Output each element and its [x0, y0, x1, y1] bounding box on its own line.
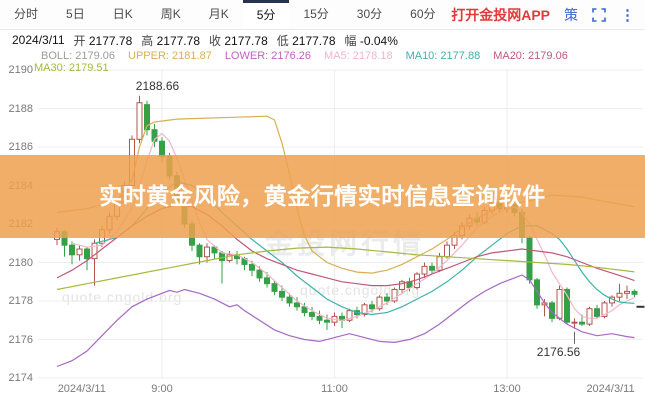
period-toolbar: 分时 5日 日K 周K 月K 5分 15分 30分 60分 打开金投网APP 策…	[0, 0, 645, 30]
fullscreen-icon[interactable]	[592, 7, 606, 22]
quote-date: 2024/3/11	[12, 33, 65, 47]
open-app-link[interactable]: 打开金投网APP	[451, 6, 550, 23]
x-tick-label: 2024/3/11	[57, 383, 106, 395]
x-tick-label: 9:00	[151, 383, 173, 395]
y-tick-label: 2190	[8, 64, 33, 76]
promo-banner[interactable]: 实时黄金风险，黄金行情实时信息查询软件	[0, 155, 645, 238]
legend-ma30: MA30: 2179.51	[34, 62, 109, 74]
legend-upper: UPPER: 2181.87	[128, 50, 212, 62]
indicator-legend-row1: BOLL: 2179.06 UPPER: 2181.87 LOWER: 2176…	[41, 50, 568, 62]
tab-15min[interactable]: 15分	[303, 7, 329, 21]
info-low: 低 2177.78	[276, 33, 336, 48]
info-high: 高 2177.78	[141, 33, 200, 48]
tab-timeline[interactable]: 分时	[14, 7, 39, 21]
tab-60min[interactable]: 60分	[410, 7, 436, 21]
price-annotation: 2188.66	[135, 78, 180, 93]
tab-daily-k[interactable]: 日K	[112, 7, 133, 21]
y-tick-label: 2176	[8, 333, 33, 346]
toolbar-right-group: 打开金投网APP 策 ⋮	[451, 0, 645, 29]
y-tick-label: 2174	[8, 372, 33, 384]
price-annotation: 2176.56	[536, 344, 581, 359]
strategy-button[interactable]: 策	[564, 6, 578, 23]
more-menu-icon[interactable]: ⋮	[620, 6, 635, 24]
legend-boll: BOLL: 2179.06	[41, 50, 116, 62]
y-tick-label: 2180	[8, 256, 33, 269]
y-tick-label: 2178	[8, 295, 33, 307]
legend-ma20: MA20: 2179.06	[493, 50, 568, 62]
tab-5min[interactable]: 5分	[242, 0, 290, 29]
tab-5day[interactable]: 5日	[66, 7, 85, 21]
y-tick-label: 2186	[8, 141, 33, 153]
y-tick-label: 2188	[8, 102, 33, 115]
tab-monthly-k[interactable]: 月K	[208, 7, 229, 21]
legend-ma10: MA10: 2177.88	[405, 50, 481, 62]
indicator-legend-row2: MA30: 2179.51	[34, 62, 109, 74]
x-tick-label: 2024/3/11	[586, 383, 635, 395]
tab-30min[interactable]: 30分	[356, 7, 383, 21]
info-close: 收 2177.78	[209, 33, 268, 48]
x-tick-label: 11:00	[321, 383, 348, 395]
ohlc-info-bar: 2024/3/11 开 2177.78 高 2177.78 收 2177.78 …	[0, 30, 645, 50]
tab-weekly-k[interactable]: 周K	[160, 7, 181, 21]
x-tick-label: 13:00	[493, 383, 521, 395]
info-change: 幅 -0.04%	[344, 33, 398, 48]
info-open: 开 2177.78	[73, 33, 133, 48]
legend-ma5: MA5: 2178.18	[324, 50, 393, 62]
watermark-url-center: quote.cngold.org	[300, 282, 421, 298]
promo-banner-title: 实时黄金风险，黄金行情实时信息查询软件	[99, 183, 546, 209]
legend-lower: LOWER: 2176.26	[224, 50, 312, 62]
